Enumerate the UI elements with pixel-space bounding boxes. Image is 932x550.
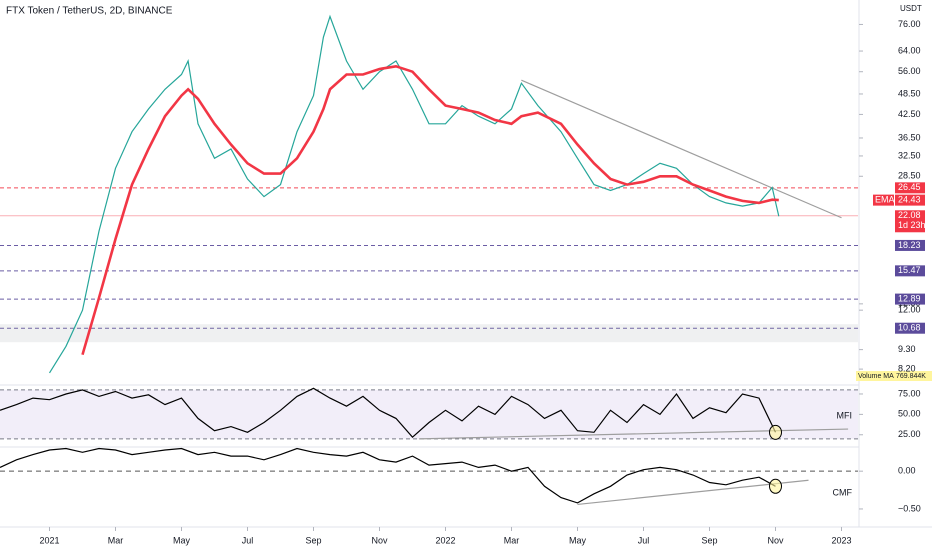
series-line (48, 14, 780, 374)
level-label: 24.43 (898, 194, 921, 204)
level-box (895, 265, 925, 277)
level-label: 12.89 (898, 293, 921, 303)
y-tick-label: 76.00 (898, 19, 921, 29)
level-tag: 1d 23h (898, 220, 926, 230)
level-tag: EMA (875, 194, 895, 204)
volume-label-box (856, 371, 932, 381)
y-tick-label: 75.00 (898, 388, 921, 398)
level-label: 22.08 (898, 210, 921, 220)
y-tick-label: 0.00 (898, 466, 916, 476)
currency: USDT (900, 4, 922, 13)
x-tick-label: Nov (767, 535, 784, 545)
highlight-circle (769, 478, 782, 494)
pane-label: CMF (833, 487, 853, 497)
series-line (0, 447, 776, 504)
x-tick-label: Mar (504, 535, 520, 545)
x-tick-label: May (173, 535, 191, 545)
y-tick-label: 9.30 (898, 344, 916, 354)
y-tick-label: 64.00 (898, 45, 921, 55)
y-tick-label: 8.20 (898, 363, 916, 373)
level-box (895, 293, 925, 305)
y-tick-label: 36.50 (898, 132, 921, 142)
zone (0, 324, 858, 343)
y-tick-label: 12.00 (898, 305, 921, 315)
level-box (895, 210, 925, 233)
x-tick-label: 2023 (831, 535, 851, 545)
volume-ma-label: Volume MA (858, 373, 894, 380)
y-tick-label: 50.00 (898, 409, 921, 419)
pane-label: MFI (837, 410, 853, 420)
level-box (895, 239, 925, 251)
x-tick-label: May (569, 535, 587, 545)
y-tick-label: 32.50 (898, 150, 921, 160)
x-tick-label: 2022 (435, 535, 455, 545)
level-box (895, 322, 925, 334)
x-tick-label: 2021 (39, 535, 59, 545)
ema-line (81, 64, 779, 356)
x-tick-label: Sep (701, 535, 717, 545)
series-line (0, 387, 777, 439)
volume-ma-value: 769.844K (896, 373, 926, 380)
x-tick-label: Mar (108, 535, 124, 545)
chart-title: FTX Token / TetherUS, 2D, BINANCE (6, 6, 173, 17)
mfi-band (0, 389, 858, 439)
level-label: 26.45 (898, 182, 921, 192)
x-tick-label: Nov (371, 535, 388, 545)
level-label: 10.68 (898, 323, 921, 333)
x-tick-label: Jul (638, 535, 650, 545)
y-tick-label: 28.50 (898, 171, 921, 181)
trendline (521, 79, 842, 219)
x-tick-label: Jul (242, 535, 254, 545)
level-label: 18.23 (898, 240, 921, 250)
level-box (895, 194, 925, 206)
level-box (895, 182, 925, 194)
y-tick-label: 56.00 (898, 66, 921, 76)
level-label: 15.47 (898, 265, 921, 275)
y-tick-label: 25.00 (898, 429, 921, 439)
y-tick-label: 48.50 (898, 88, 921, 98)
y-tick-label: −0.50 (898, 503, 921, 513)
y-tick-label: 42.50 (898, 109, 921, 119)
level-tag-box (873, 194, 894, 206)
x-tick-label: Sep (305, 535, 321, 545)
highlight-circle (769, 424, 782, 440)
